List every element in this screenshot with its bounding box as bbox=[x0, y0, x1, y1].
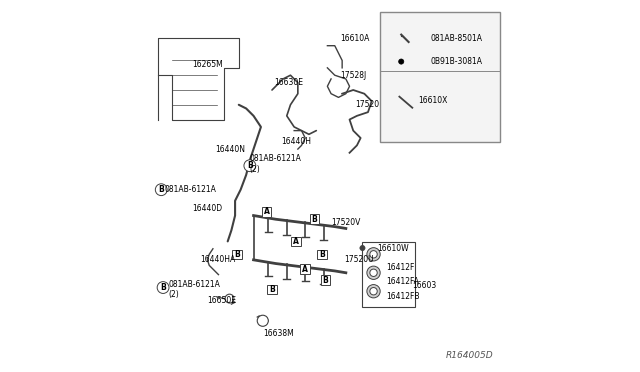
Circle shape bbox=[370, 251, 377, 258]
Circle shape bbox=[157, 282, 169, 294]
Text: 16610W: 16610W bbox=[377, 244, 409, 253]
FancyBboxPatch shape bbox=[300, 264, 310, 274]
Circle shape bbox=[399, 59, 404, 64]
Circle shape bbox=[370, 288, 377, 295]
Text: B: B bbox=[247, 161, 253, 170]
Text: 16412F: 16412F bbox=[387, 263, 415, 272]
FancyBboxPatch shape bbox=[291, 237, 301, 246]
Text: 17528J: 17528J bbox=[340, 71, 367, 80]
Circle shape bbox=[367, 285, 380, 298]
FancyBboxPatch shape bbox=[385, 81, 395, 90]
FancyBboxPatch shape bbox=[317, 250, 326, 259]
FancyBboxPatch shape bbox=[262, 207, 271, 217]
Text: B: B bbox=[419, 34, 424, 43]
Text: N: N bbox=[419, 57, 425, 66]
Text: 16440H: 16440H bbox=[281, 137, 311, 146]
FancyBboxPatch shape bbox=[385, 33, 395, 43]
Circle shape bbox=[225, 294, 234, 303]
Text: B: B bbox=[234, 250, 240, 259]
Text: 16638M: 16638M bbox=[263, 329, 294, 338]
Circle shape bbox=[415, 32, 428, 44]
Circle shape bbox=[367, 248, 380, 261]
Text: 16603: 16603 bbox=[412, 281, 436, 290]
Text: 16440N: 16440N bbox=[215, 145, 244, 154]
Text: A: A bbox=[387, 34, 393, 43]
Text: 17520V: 17520V bbox=[331, 218, 360, 227]
FancyBboxPatch shape bbox=[321, 275, 330, 285]
Circle shape bbox=[156, 184, 167, 196]
Circle shape bbox=[367, 266, 380, 279]
Circle shape bbox=[370, 269, 377, 276]
Text: 081AB-6121A
(2): 081AB-6121A (2) bbox=[250, 154, 301, 174]
Text: 16630E: 16630E bbox=[274, 78, 303, 87]
Text: 081AB-6121A: 081AB-6121A bbox=[165, 185, 217, 194]
Text: B: B bbox=[160, 283, 166, 292]
Text: R164005D: R164005D bbox=[446, 350, 493, 359]
Text: A: A bbox=[264, 207, 269, 217]
Circle shape bbox=[257, 315, 268, 326]
Text: 16412FB: 16412FB bbox=[387, 292, 420, 301]
Text: 16610X: 16610X bbox=[418, 96, 447, 105]
Text: B: B bbox=[387, 81, 393, 90]
Text: B: B bbox=[312, 215, 317, 224]
Circle shape bbox=[244, 160, 256, 171]
FancyBboxPatch shape bbox=[380, 12, 500, 142]
Text: A: A bbox=[302, 264, 308, 273]
Text: 081AB-6121A
(2): 081AB-6121A (2) bbox=[168, 280, 221, 299]
FancyBboxPatch shape bbox=[362, 243, 415, 307]
Text: 17520U: 17520U bbox=[344, 255, 374, 264]
FancyBboxPatch shape bbox=[268, 285, 277, 294]
Text: 16412FA: 16412FA bbox=[387, 278, 419, 286]
Text: 0B91B-3081A: 0B91B-3081A bbox=[431, 57, 483, 66]
Text: B: B bbox=[269, 285, 275, 294]
Text: B: B bbox=[158, 185, 164, 194]
Text: 16440D: 16440D bbox=[193, 203, 223, 213]
Text: 16610A: 16610A bbox=[340, 34, 370, 43]
Text: 16440HA: 16440HA bbox=[200, 255, 236, 264]
Text: B: B bbox=[323, 276, 328, 285]
Circle shape bbox=[360, 246, 365, 251]
Circle shape bbox=[415, 56, 428, 67]
Text: 081AB-8501A: 081AB-8501A bbox=[431, 34, 483, 43]
Text: 17520: 17520 bbox=[355, 100, 380, 109]
Text: A: A bbox=[293, 237, 299, 246]
Text: 16265M: 16265M bbox=[193, 60, 223, 69]
Text: 16650E: 16650E bbox=[207, 296, 236, 305]
FancyBboxPatch shape bbox=[310, 214, 319, 224]
Text: B: B bbox=[319, 250, 324, 259]
FancyBboxPatch shape bbox=[232, 250, 242, 259]
